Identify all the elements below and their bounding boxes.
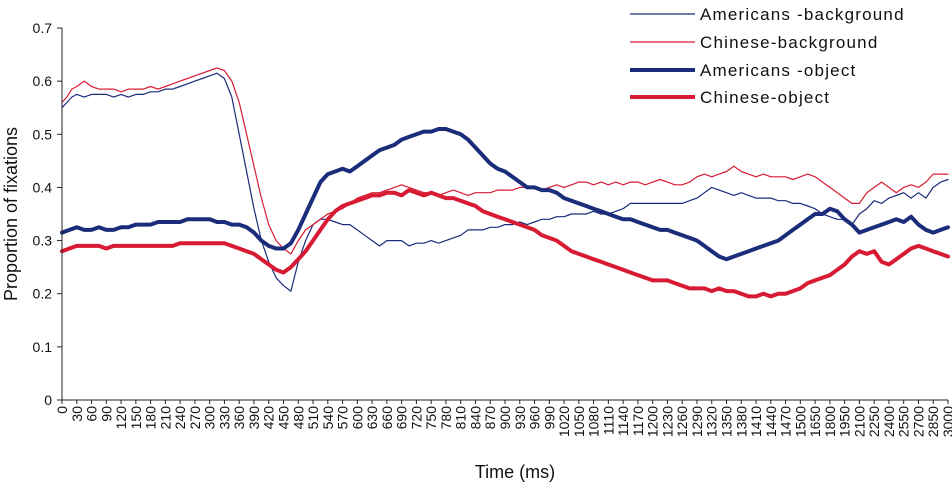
- x-tick-label: 750: [423, 406, 439, 430]
- series-line-4: [60, 188, 950, 299]
- x-tick-label: 690: [394, 406, 410, 430]
- x-tick-label: 150: [128, 406, 144, 430]
- x-tick-label: 960: [527, 406, 543, 430]
- x-tick-label: 1050: [571, 406, 587, 437]
- legend-label: Americans -background: [700, 5, 905, 24]
- x-tick-label: 2400: [881, 406, 897, 437]
- x-tick-label: 120: [113, 406, 129, 430]
- x-tick-label: 1950: [837, 406, 853, 437]
- x-tick-label: 1020: [556, 406, 572, 437]
- x-tick-label: 330: [216, 406, 232, 430]
- legend: Americans -background Chinese-background A…: [630, 5, 905, 107]
- x-tick-label: 930: [512, 406, 528, 430]
- series-line-2: [61, 67, 949, 255]
- x-tick-label: 990: [541, 406, 557, 430]
- x-tick-label: 1200: [645, 406, 661, 437]
- x-tick-label: 780: [438, 406, 454, 430]
- x-tick-label: 1320: [704, 406, 720, 437]
- x-tick-label: 600: [349, 406, 365, 430]
- x-tick-label: 480: [290, 406, 306, 430]
- x-tick-label: 1380: [733, 406, 749, 437]
- x-tick-label: 720: [408, 406, 424, 430]
- x-tick-label: 900: [497, 406, 513, 430]
- x-tick-label: 1470: [778, 406, 794, 437]
- x-tick-label: 240: [172, 406, 188, 430]
- x-tick-label: 180: [143, 406, 159, 430]
- x-tick-label: 390: [246, 406, 262, 430]
- x-tick-label: 660: [379, 406, 395, 430]
- x-tick-label: 1170: [630, 406, 646, 436]
- legend-label: Chinese-background: [700, 33, 878, 52]
- x-axis-title: Time (ms): [475, 462, 555, 482]
- x-tick-label: 1080: [586, 406, 602, 437]
- x-tick-label: 60: [84, 406, 100, 422]
- x-tick-label: 1290: [689, 406, 705, 437]
- x-tick-label: 1410: [748, 406, 764, 437]
- x-tick-label: 1230: [659, 406, 675, 437]
- legend-label: Chinese-object: [700, 88, 830, 107]
- x-tick-label: 810: [453, 406, 469, 430]
- x-tick-label: 0: [54, 406, 70, 414]
- y-tick-label: 0.6: [33, 73, 53, 89]
- x-tick-label: 2100: [851, 406, 867, 437]
- plot-area: [60, 67, 950, 299]
- x-tick-label: 300: [202, 406, 218, 430]
- x-tick-label: 1260: [674, 406, 690, 437]
- y-tick-label: 0.4: [33, 179, 53, 195]
- x-tick-label: 540: [320, 406, 336, 430]
- y-tick-label: 0.3: [33, 233, 53, 249]
- x-tick-label: 2250: [866, 406, 882, 437]
- x-tick-label: 1110: [600, 406, 616, 435]
- y-tick-label: 0.2: [33, 286, 53, 302]
- x-tick-label: 360: [231, 406, 247, 430]
- x-tick-label: 30: [69, 406, 85, 422]
- x-tick-label: 90: [98, 406, 114, 422]
- y-tick-label: 0.7: [33, 20, 53, 36]
- x-tick-label: 2850: [925, 406, 941, 437]
- series-line-1: [61, 72, 949, 292]
- x-tick-label: 510: [305, 406, 321, 430]
- x-tick-label: 840: [467, 406, 483, 430]
- legend-label: Americans -object: [700, 61, 856, 80]
- x-tick-label: 570: [335, 406, 351, 430]
- x-tick-label: 1140: [615, 406, 631, 436]
- x-tick-label: 1440: [763, 406, 779, 437]
- series-line-3: [60, 127, 950, 262]
- x-tick-label: 1350: [719, 406, 735, 437]
- x-tick-label: 630: [364, 406, 380, 430]
- x-tick-label: 270: [187, 406, 203, 430]
- x-tick-label: 3000: [940, 406, 952, 437]
- x-tick-label: 870: [482, 406, 498, 430]
- x-tick-label: 2550: [896, 406, 912, 437]
- y-tick-label: 0: [44, 392, 52, 408]
- x-tick-label: 1500: [792, 406, 808, 437]
- x-tick-label: 420: [261, 406, 277, 430]
- y-tick-label: 0.1: [33, 339, 53, 355]
- x-tick-label: 1650: [807, 406, 823, 437]
- x-tick-label: 210: [157, 406, 173, 430]
- axes: 00.10.20.30.40.50.60.7030609012015018021…: [33, 20, 952, 437]
- x-tick-label: 2700: [910, 406, 926, 437]
- y-axis-title: Proportion of fixations: [1, 127, 21, 301]
- y-tick-label: 0.5: [33, 126, 53, 142]
- x-tick-label: 450: [276, 406, 292, 430]
- x-tick-label: 1800: [822, 406, 838, 437]
